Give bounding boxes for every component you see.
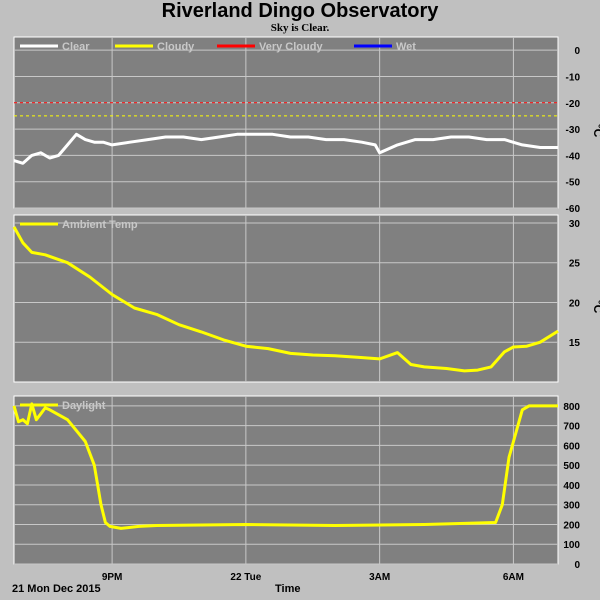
y-tick-label: 100: [563, 540, 580, 551]
legend-label: Wet: [396, 41, 416, 53]
y-tick-label: -10: [566, 72, 581, 83]
series-line: [12, 402, 558, 530]
series-line: [12, 226, 559, 373]
chart-title: Riverland Dingo Observatory: [161, 0, 439, 22]
x-tick-label: 6AM: [503, 572, 524, 583]
legend-label: Cloudy: [157, 41, 195, 53]
y-tick-label: 20: [569, 298, 581, 309]
chart-panel-1: 0 -10 -20 -30 -40 -50 -60 Clear Cloudy Very Cloud…: [13, 36, 600, 215]
series-line: [13, 132, 558, 165]
y-tick-label: 600: [563, 441, 580, 452]
y-tick-label: 25: [569, 259, 581, 270]
y-tick-label: 700: [563, 422, 580, 433]
y-tick-label: 400: [563, 481, 580, 492]
legend-label: Ambient Temp: [62, 219, 138, 231]
y-tick-label: -60: [566, 204, 581, 215]
y-tick-label: -40: [566, 151, 581, 162]
chart-panel-3: 800 700 600 500 400 300 200 100 0 Daylight: [12, 395, 580, 571]
start-date-label: 21 Mon Dec 2015: [12, 583, 101, 595]
y-tick-label: 800: [563, 402, 580, 413]
y-tick-label: -50: [566, 178, 581, 189]
sky-status: Sky is Clear.: [270, 22, 330, 34]
x-axis-title: Time: [275, 583, 301, 595]
legend-label: Daylight: [62, 400, 106, 412]
legend-label: Very Cloudy: [259, 41, 323, 53]
chart-panel-2: 30 25 20 15 Ambient Temp °C: [12, 214, 600, 383]
y-tick-label: 15: [569, 338, 581, 349]
y-tick-label: 0: [574, 560, 580, 571]
x-tick-label: 3AM: [369, 572, 390, 583]
legend-label: Clear: [62, 41, 90, 53]
y-tick-label: 500: [563, 461, 580, 472]
x-tick-label: 9PM: [102, 572, 123, 583]
plot-area: [13, 36, 559, 209]
y-tick-label: -30: [566, 125, 581, 136]
y-tick-label: 300: [563, 501, 580, 512]
y-tick-label: 0: [574, 46, 580, 57]
plot-area: [13, 395, 559, 565]
y-axis-unit: °C: [591, 300, 600, 314]
y-tick-label: -20: [566, 99, 581, 110]
plot-area: [13, 214, 559, 383]
y-tick-label: 200: [563, 520, 580, 531]
x-tick-label: 22 Tue: [230, 572, 261, 583]
y-tick-label: 30: [569, 219, 581, 230]
y-axis-unit: °C: [591, 124, 600, 138]
